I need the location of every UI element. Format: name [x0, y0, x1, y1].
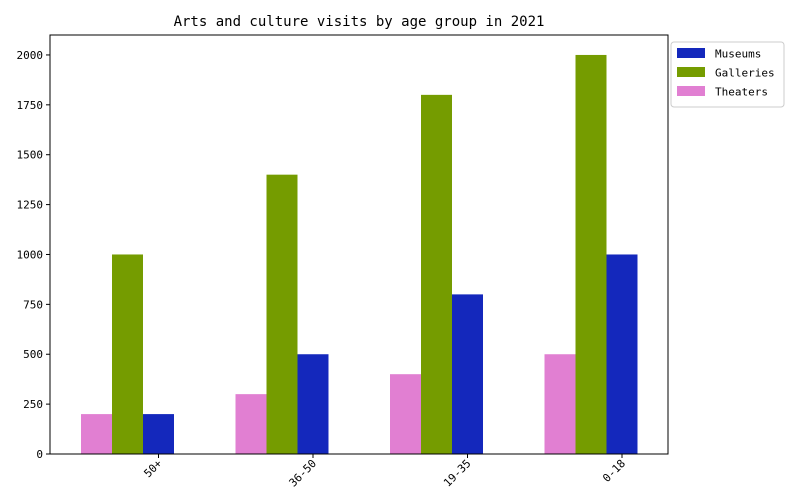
legend-swatch-theaters: [677, 86, 705, 96]
axes-frame: [49, 34, 669, 455]
x-tick-label: 19-35: [441, 457, 474, 490]
x-tick-label: 50+: [141, 457, 165, 481]
x-tick-label: 0-18: [600, 457, 628, 485]
y-tick-label: 250: [23, 398, 43, 411]
legend-swatch-museums: [677, 48, 705, 58]
y-tick-label: 0: [36, 448, 43, 461]
y-tick-label: 500: [23, 348, 43, 361]
y-tick-label: 1750: [17, 99, 44, 112]
bar-theaters-1: [81, 414, 112, 454]
legend-label-theaters: Theaters: [715, 86, 768, 99]
legend-label-galleries: Galleries: [715, 67, 775, 80]
bar-galleries-4: [575, 54, 607, 454]
bar-museums-1: [143, 414, 174, 454]
bar-theaters-2: [235, 394, 267, 454]
bar-theaters-3: [390, 374, 421, 454]
bar-theaters-4: [544, 354, 576, 454]
y-tick-label: 750: [23, 298, 43, 311]
plot-area: 0 250 500 750 1000 1250 1500 1750 2000 50+ 36-50 19…: [17, 34, 669, 490]
y-tick-label: 1250: [17, 199, 44, 212]
bar-galleries-1: [112, 254, 143, 454]
legend-swatch-galleries: [677, 67, 705, 77]
bar-museums-4: [606, 254, 638, 454]
legend: Museums Galleries Theaters: [670, 41, 785, 108]
bar-museums-2: [297, 354, 329, 454]
bar-galleries-3: [421, 94, 452, 454]
legend-label-museums: Museums: [715, 48, 761, 61]
y-tick-label: 2000: [17, 49, 44, 62]
y-tick-label: 1000: [17, 248, 44, 261]
bar-museums-3: [452, 294, 483, 454]
bar-galleries-2: [266, 174, 298, 454]
y-tick-label: 1500: [17, 149, 44, 162]
chart-title: Arts and culture visits by age group in …: [174, 14, 545, 30]
x-tick-label: 36-50: [287, 457, 320, 490]
